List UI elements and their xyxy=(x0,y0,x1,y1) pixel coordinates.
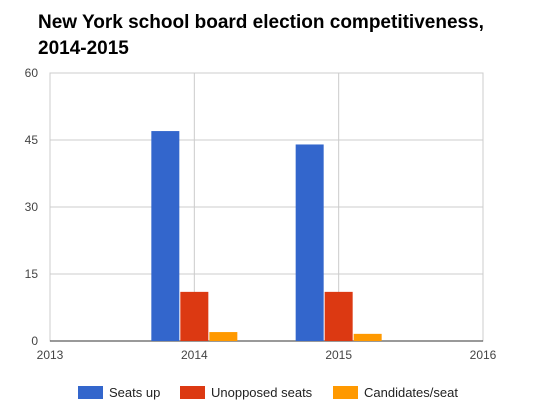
y-tick-label-15: 15 xyxy=(25,267,39,281)
bar-seats-up-2014 xyxy=(151,131,180,341)
legend-item-candidates-per-seat[interactable]: Candidates/seat xyxy=(333,382,458,402)
bar-candidates-seat-2015 xyxy=(353,333,382,341)
legend-label-unopposed-seats: Unopposed seats xyxy=(211,384,313,400)
grid-lines xyxy=(49,72,484,342)
legend-item-unopposed-seats[interactable]: Unopposed seats xyxy=(180,382,312,402)
bar-unopposed-seats-2015 xyxy=(324,291,353,341)
x-tick-label-2015: 2015 xyxy=(325,348,352,362)
y-tick-label-30: 30 xyxy=(25,200,39,214)
bar-unopposed-seats-2014 xyxy=(180,291,209,341)
legend-label-candidates-per-seat: Candidates/seat xyxy=(364,384,458,400)
y-tick-label-60: 60 xyxy=(25,66,39,80)
legend-swatch-candidates-per-seat xyxy=(333,385,358,399)
x-tick-label-2016: 2016 xyxy=(470,348,497,362)
y-tick-label-45: 45 xyxy=(25,133,39,147)
tick-labels: 0 15 30 45 60 2013 2014 2015 2016 xyxy=(25,66,497,362)
legend-label-seats-up: Seats up xyxy=(109,384,161,400)
chart-title: New York school board election competiti… xyxy=(38,12,484,59)
x-tick-label-2013: 2013 xyxy=(37,348,64,362)
legend: Seats up Unopposed seats Candidates/seat xyxy=(0,382,535,402)
legend-swatch-unopposed-seats xyxy=(180,385,205,399)
bar-candidates-seat-2014 xyxy=(209,332,238,341)
legend-swatch-seats-up xyxy=(78,385,103,399)
bars xyxy=(151,131,382,341)
y-tick-label-0: 0 xyxy=(31,334,38,348)
bar-seats-up-2015 xyxy=(295,144,324,341)
x-tick-label-2014: 2014 xyxy=(181,348,208,362)
legend-item-seats-up[interactable]: Seats up xyxy=(78,382,160,402)
